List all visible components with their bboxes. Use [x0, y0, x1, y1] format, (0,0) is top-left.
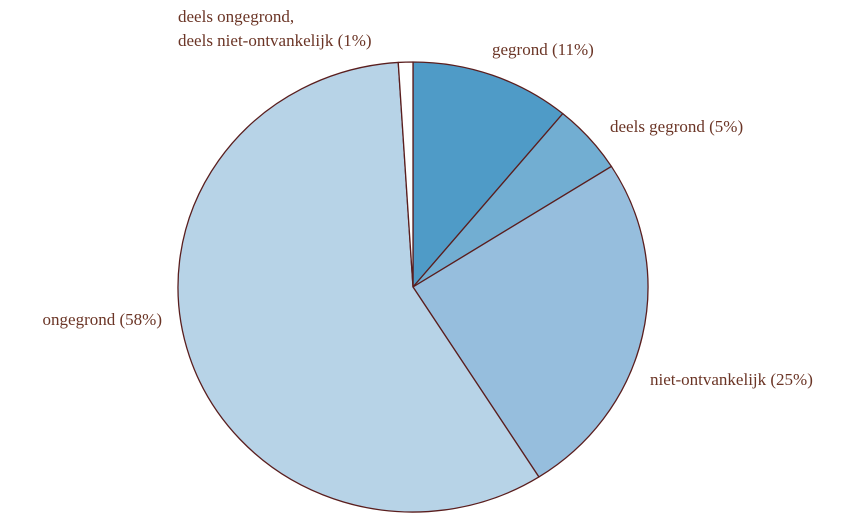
value-label: (1%)	[337, 31, 372, 50]
pie-slice	[397, 61, 414, 288]
slice-label: niet-ontvankelijk (25%)	[650, 368, 813, 392]
pie-slice	[412, 61, 564, 288]
slice-label: gegrond (11%)	[492, 38, 594, 62]
value-label: (58%)	[119, 310, 162, 329]
category-label: gegrond	[492, 40, 548, 59]
category-label: niet-ontvankelijk	[650, 370, 767, 389]
category-label: deels gegrond	[610, 117, 705, 136]
pie-slice	[177, 61, 540, 513]
value-label: (25%)	[770, 370, 813, 389]
slice-label: ongegrond (58%)	[43, 308, 162, 332]
category-label: deels ongegrond, deels niet-ontvankelijk	[178, 7, 334, 50]
category-label: ongegrond	[42, 310, 116, 329]
value-label: (11%)	[551, 40, 594, 59]
value-label: (5%)	[709, 117, 744, 136]
pie-slice	[412, 165, 649, 478]
slice-label: deels ongegrond, deels niet-ontvankelijk…	[178, 5, 372, 53]
slice-label: deels gegrond (5%)	[610, 115, 743, 139]
